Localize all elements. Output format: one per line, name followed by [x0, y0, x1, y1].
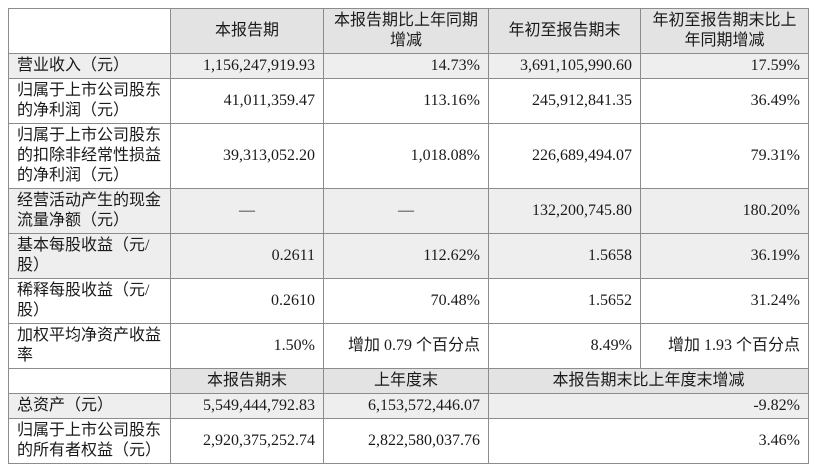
row-label: 归属于上市公司股东的净利润（元） — [8, 78, 171, 124]
row-label: 归属于上市公司股东的扣除非经常性损益的净利润（元） — [8, 123, 171, 189]
value-ytd-yoy-change: 17.59% — [640, 53, 809, 79]
value-yoy-change: 1,018.08% — [323, 123, 489, 189]
value-ytd-yoy-change: 36.19% — [640, 233, 809, 279]
value-ytd: 1.5652 — [488, 278, 641, 324]
value-yoy-change: — — [323, 188, 489, 234]
row-label: 经营活动产生的现金流量净额（元） — [8, 188, 171, 234]
value-end-vs-prior-change: 3.46% — [488, 418, 809, 464]
value-yoy-change: 14.73% — [323, 53, 489, 79]
value-ytd: 8.49% — [488, 323, 641, 369]
value-ytd-yoy-change: 增加 1.93 个百分点 — [640, 323, 809, 369]
row-weighted-avg-roe: 加权平均净资产收益率 1.50% 增加 0.79 个百分点 8.49% 增加 1… — [8, 323, 809, 369]
value-yoy-change: 70.48% — [323, 278, 489, 324]
row-diluted-eps: 稀释每股收益（元/股） 0.2610 70.48% 1.5652 31.24% — [8, 278, 809, 324]
corner-cell-blank — [8, 368, 171, 394]
value-current-period: 1,156,247,919.93 — [170, 53, 324, 79]
value-ytd: 245,912,841.35 — [488, 78, 641, 124]
header-end-of-period: 本报告期末 — [170, 368, 324, 394]
period-header-row: 本报告期 本报告期比上年同期增减 年初至报告期末 年初至报告期末比上年同期增减 — [8, 8, 809, 54]
period-end-header-row: 本报告期末 上年度末 本报告期末比上年度末增减 — [8, 368, 809, 394]
value-ytd-yoy-change: 180.20% — [640, 188, 809, 234]
value-ytd: 226,689,494.07 — [488, 123, 641, 189]
value-ytd-yoy-change: 36.49% — [640, 78, 809, 124]
row-label: 加权平均净资产收益率 — [8, 323, 171, 369]
quarterly-financials-table: 本报告期 本报告期比上年同期增减 年初至报告期末 年初至报告期末比上年同期增减 … — [8, 8, 809, 464]
value-current-period: 0.2610 — [170, 278, 324, 324]
value-ytd: 3,691,105,990.60 — [488, 53, 641, 79]
value-current-period: 0.2611 — [170, 233, 324, 279]
row-net-profit: 归属于上市公司股东的净利润（元） 41,011,359.47 113.16% 2… — [8, 78, 809, 124]
value-yoy-change: 增加 0.79 个百分点 — [323, 323, 489, 369]
header-ytd: 年初至报告期末 — [488, 8, 641, 54]
value-yoy-change: 112.62% — [323, 233, 489, 279]
header-ytd-yoy-change: 年初至报告期末比上年同期增减 — [640, 8, 809, 54]
value-current-period: — — [170, 188, 324, 234]
row-operating-cash-flow: 经营活动产生的现金流量净额（元） — — 132,200,745.80 180.… — [8, 188, 809, 234]
value-end-of-period: 2,920,375,252.74 — [170, 418, 324, 464]
value-end-of-prior-year: 2,822,580,037.76 — [323, 418, 489, 464]
value-current-period: 39,313,052.20 — [170, 123, 324, 189]
header-yoy-change: 本报告期比上年同期增减 — [323, 8, 489, 54]
header-end-vs-prior-change: 本报告期末比上年度末增减 — [488, 368, 809, 394]
row-label: 总资产（元） — [8, 393, 171, 419]
value-ytd-yoy-change: 79.31% — [640, 123, 809, 189]
row-net-profit-excl-nonrecurring: 归属于上市公司股东的扣除非经常性损益的净利润（元） 39,313,052.20 … — [8, 123, 809, 189]
value-yoy-change: 113.16% — [323, 78, 489, 124]
value-current-period: 1.50% — [170, 323, 324, 369]
row-shareholders-equity: 归属于上市公司股东的所有者权益（元） 2,920,375,252.74 2,82… — [8, 418, 809, 464]
value-ytd-yoy-change: 31.24% — [640, 278, 809, 324]
row-basic-eps: 基本每股收益（元/股） 0.2611 112.62% 1.5658 36.19% — [8, 233, 809, 279]
row-label: 营业收入（元） — [8, 53, 171, 79]
value-end-of-prior-year: 6,153,572,446.07 — [323, 393, 489, 419]
header-current-period: 本报告期 — [170, 8, 324, 54]
row-operating-revenue: 营业收入（元） 1,156,247,919.93 14.73% 3,691,10… — [8, 53, 809, 79]
value-end-of-period: 5,549,444,792.83 — [170, 393, 324, 419]
row-label: 稀释每股收益（元/股） — [8, 278, 171, 324]
header-end-of-prior-year: 上年度末 — [323, 368, 489, 394]
row-total-assets: 总资产（元） 5,549,444,792.83 6,153,572,446.07… — [8, 393, 809, 419]
value-ytd: 1.5658 — [488, 233, 641, 279]
value-end-vs-prior-change: -9.82% — [488, 393, 809, 419]
row-label: 归属于上市公司股东的所有者权益（元） — [8, 418, 171, 464]
value-ytd: 132,200,745.80 — [488, 188, 641, 234]
row-label: 基本每股收益（元/股） — [8, 233, 171, 279]
corner-cell-blank — [8, 8, 171, 54]
value-current-period: 41,011,359.47 — [170, 78, 324, 124]
